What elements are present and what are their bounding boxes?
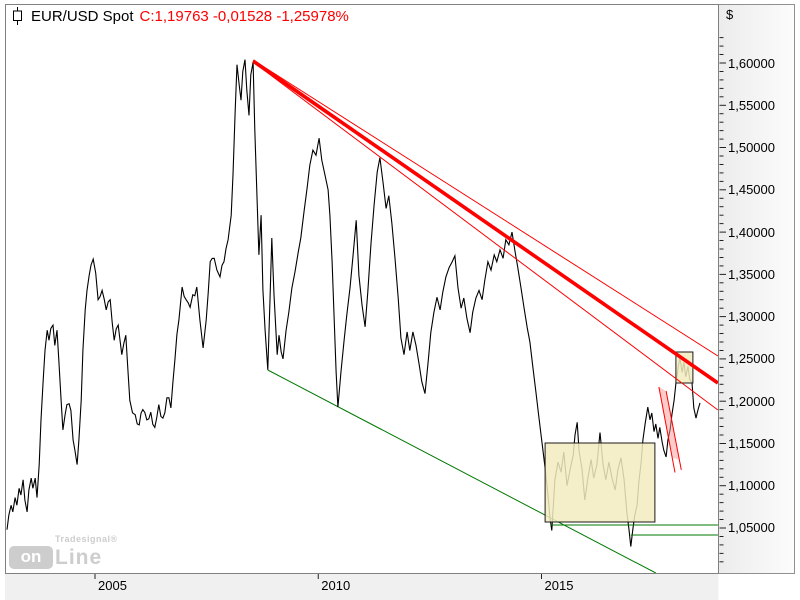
support-diagonal[interactable]: [267, 369, 657, 573]
consolidation-2015-2017[interactable]: [544, 442, 656, 523]
resistance-lower[interactable]: [252, 61, 718, 411]
watermark-logo-on: on: [9, 546, 53, 569]
bear-flag[interactable]: [658, 386, 682, 473]
tradesignal-watermark: Tradesignal® on Line: [9, 534, 118, 569]
bear-flag-border[interactable]: [665, 390, 682, 470]
bear-flag-border[interactable]: [658, 386, 676, 473]
support-trendline-group[interactable]: [267, 369, 657, 573]
axis-ticks: [94, 37, 726, 579]
chart-outer-border: [5, 4, 795, 574]
y-axis-panel[interactable]: [719, 5, 795, 574]
resistance-upper[interactable]: [252, 59, 718, 357]
bear-flag[interactable]: [658, 387, 680, 460]
watermark-logo-line: Line: [55, 546, 103, 569]
consolidation-box-group[interactable]: [544, 351, 694, 523]
support-level-group[interactable]: [550, 524, 718, 536]
resistance-trendline-group[interactable]: [252, 59, 718, 411]
plot-border: [5, 4, 719, 574]
watermark-brand-text: Tradesignal®: [55, 534, 118, 544]
x-axis-panel[interactable]: [5, 574, 719, 600]
resistance-main[interactable]: [252, 59, 718, 385]
